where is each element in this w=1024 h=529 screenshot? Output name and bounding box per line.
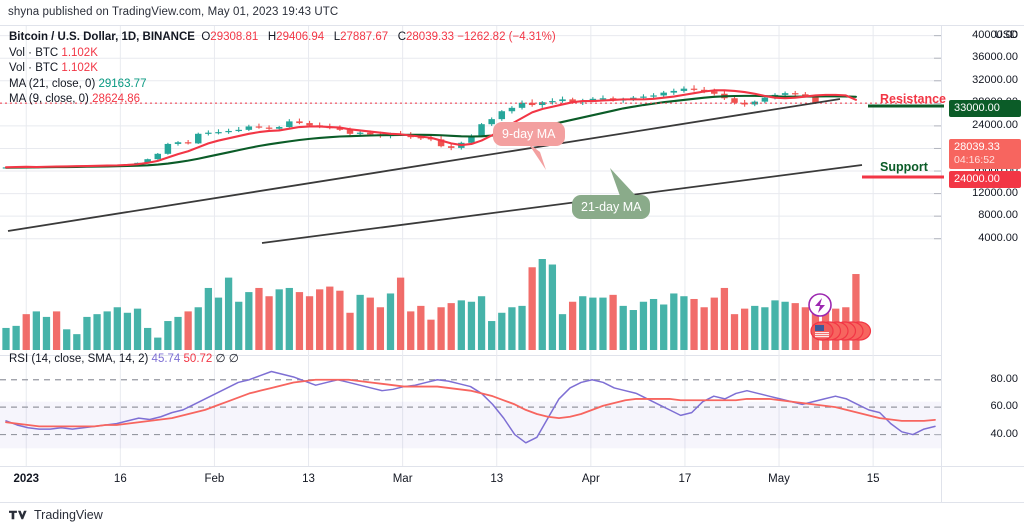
price-tick-7: 12000.00 — [972, 186, 1018, 199]
footer-brand[interactable]: TradingView — [9, 508, 103, 522]
rsi-value: 45.74 — [151, 353, 181, 365]
rsi-legend-label: RSI (14, close, SMA, 14, 2) — [9, 353, 149, 365]
price-tick-4: 24000.00 — [972, 118, 1018, 131]
time-axis-separator — [0, 466, 1024, 467]
time-tick-3: 13 — [302, 473, 315, 485]
price-tick-0: 40000.00 — [972, 28, 1018, 41]
legend-volume-value-2: 1.102K — [61, 62, 98, 74]
time-tick-9: 15 — [866, 473, 880, 485]
legend-ma21-value: 29163.77 — [98, 77, 147, 90]
legend-volume-row-1[interactable]: Vol · BTC 1.102K — [9, 46, 556, 62]
price-tick-1: 36000.00 — [972, 51, 1018, 64]
resistance-price-badge[interactable]: 33000.00 — [949, 100, 1021, 117]
rsi-extra-1: ∅ — [215, 353, 226, 365]
rsi-extra-2: ∅ — [228, 353, 239, 365]
ohlc-high: H29406.94 — [261, 31, 325, 43]
symbol-title: Bitcoin / U.S. Dollar, 1D, BINANCE — [9, 31, 195, 43]
time-tick-0: 2023 — [13, 473, 40, 485]
price-tick-8: 8000.00 — [978, 209, 1018, 222]
promo-icons — [808, 293, 872, 341]
tradingview-logo-icon — [9, 510, 27, 519]
publisher-line: shyna published on TradingView.com, May … — [8, 6, 339, 18]
ohlc-low: L27887.67 — [327, 31, 389, 43]
ohlc-open: O29308.81 — [198, 31, 259, 43]
last-price-badge[interactable]: 28039.33 04:16:52 — [949, 139, 1021, 169]
legend-volume-label-2: Vol · BTC — [9, 62, 59, 74]
resistance-label: Resistance — [880, 92, 947, 106]
rsi-tick-0: 80.00 — [990, 372, 1018, 385]
legend-ma9-value: 28624.86 — [92, 93, 141, 105]
support-label: Support — [880, 160, 928, 174]
rsi-tick-1: 60.00 — [990, 400, 1018, 413]
legend-volume-value-1: 1.102K — [61, 46, 98, 59]
time-tick-5: 13 — [490, 473, 504, 485]
time-tick-6: Apr — [581, 473, 600, 485]
rsi-tick-2: 40.00 — [990, 427, 1018, 440]
ma9-callout[interactable]: 9-day MA — [493, 122, 565, 146]
countdown-timer: 04:16:52 — [954, 154, 995, 166]
pane-separator — [0, 355, 941, 356]
legend-ma9-row[interactable]: MA (9, close, 0) 28624.86 — [9, 92, 556, 108]
legend-ma21-label: MA (21, close, 0) — [9, 77, 96, 90]
legend-symbol-row[interactable]: Bitcoin / U.S. Dollar, 1D, BINANCE O2930… — [9, 30, 556, 46]
legend-volume-row-2[interactable]: Vol · BTC 1.102K — [9, 61, 556, 77]
chart-frame — [0, 25, 1024, 503]
legend-ma9-label: MA (9, close, 0) — [9, 93, 89, 105]
time-tick-8: May — [768, 473, 790, 485]
legend-ma21-row[interactable]: MA (21, close, 0) 29163.77 — [9, 77, 556, 93]
time-tick-2: Feb — [204, 473, 225, 485]
support-price-badge[interactable]: 24000.00 — [949, 171, 1021, 188]
rsi-legend[interactable]: RSI (14, close, SMA, 14, 2) 45.74 50.72 … — [9, 351, 239, 365]
price-change: −1262.82 (−4.31%) — [457, 31, 556, 43]
time-tick-7: 17 — [678, 473, 692, 485]
time-tick-1: 16 — [113, 473, 127, 485]
ma21-callout[interactable]: 21-day MA — [572, 195, 651, 219]
price-tick-2: 32000.00 — [972, 73, 1018, 86]
ohlc-close: C28039.33 — [391, 31, 454, 43]
rsi-sma-value: 50.72 — [183, 353, 213, 365]
price-axis-unit: USD — [994, 29, 1018, 41]
chart-legend: Bitcoin / U.S. Dollar, 1D, BINANCE O2930… — [9, 30, 556, 108]
price-axis-separator — [941, 25, 942, 503]
legend-volume-label-1: Vol · BTC — [9, 46, 59, 59]
price-tick-9: 4000.00 — [978, 231, 1018, 244]
footer-brand-text: TradingView — [34, 508, 103, 522]
time-tick-4: Mar — [392, 473, 413, 485]
